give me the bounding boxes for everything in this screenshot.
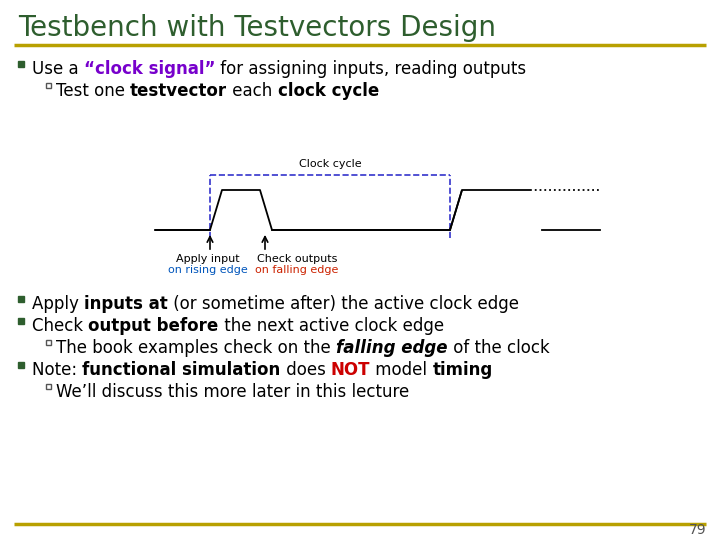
Text: Test one: Test one [56, 82, 130, 100]
Text: The book examples check on the: The book examples check on the [56, 339, 336, 357]
Text: inputs at: inputs at [84, 295, 168, 313]
Text: Clock cycle: Clock cycle [299, 159, 361, 169]
Text: testvector: testvector [130, 82, 228, 100]
Text: “clock signal”: “clock signal” [84, 60, 215, 78]
Text: timing: timing [433, 361, 492, 379]
Bar [18, 362, 24, 368]
Bar [18, 318, 24, 324]
Text: for assigning inputs, reading outputs: for assigning inputs, reading outputs [215, 60, 526, 78]
Text: (or sometime after) the active clock edge: (or sometime after) the active clock edg… [168, 295, 519, 313]
Text: model: model [370, 361, 433, 379]
Text: the next active clock edge: the next active clock edge [219, 317, 444, 335]
Text: Check outputs: Check outputs [257, 254, 337, 264]
Text: NOT: NOT [330, 361, 370, 379]
Text: Apply: Apply [32, 295, 84, 313]
Text: We’ll discuss this more later in this lecture: We’ll discuss this more later in this le… [56, 383, 409, 401]
Text: clock cycle: clock cycle [278, 82, 379, 100]
Text: Apply input: Apply input [176, 254, 240, 264]
Text: output before: output before [89, 317, 219, 335]
Text: each: each [228, 82, 278, 100]
Text: on rising edge: on rising edge [168, 265, 248, 275]
Text: Note:: Note: [32, 361, 82, 379]
Text: Testbench with Testvectors Design: Testbench with Testvectors Design [18, 14, 496, 42]
Text: of the clock: of the clock [448, 339, 549, 357]
Bar [18, 296, 24, 302]
Text: does: does [281, 361, 330, 379]
Text: on falling edge: on falling edge [256, 265, 338, 275]
Text: falling edge: falling edge [336, 339, 448, 357]
Text: Check: Check [32, 317, 89, 335]
Text: 79: 79 [688, 523, 706, 537]
Text: functional simulation: functional simulation [82, 361, 281, 379]
Bar [18, 61, 24, 67]
Text: Use a: Use a [32, 60, 84, 78]
